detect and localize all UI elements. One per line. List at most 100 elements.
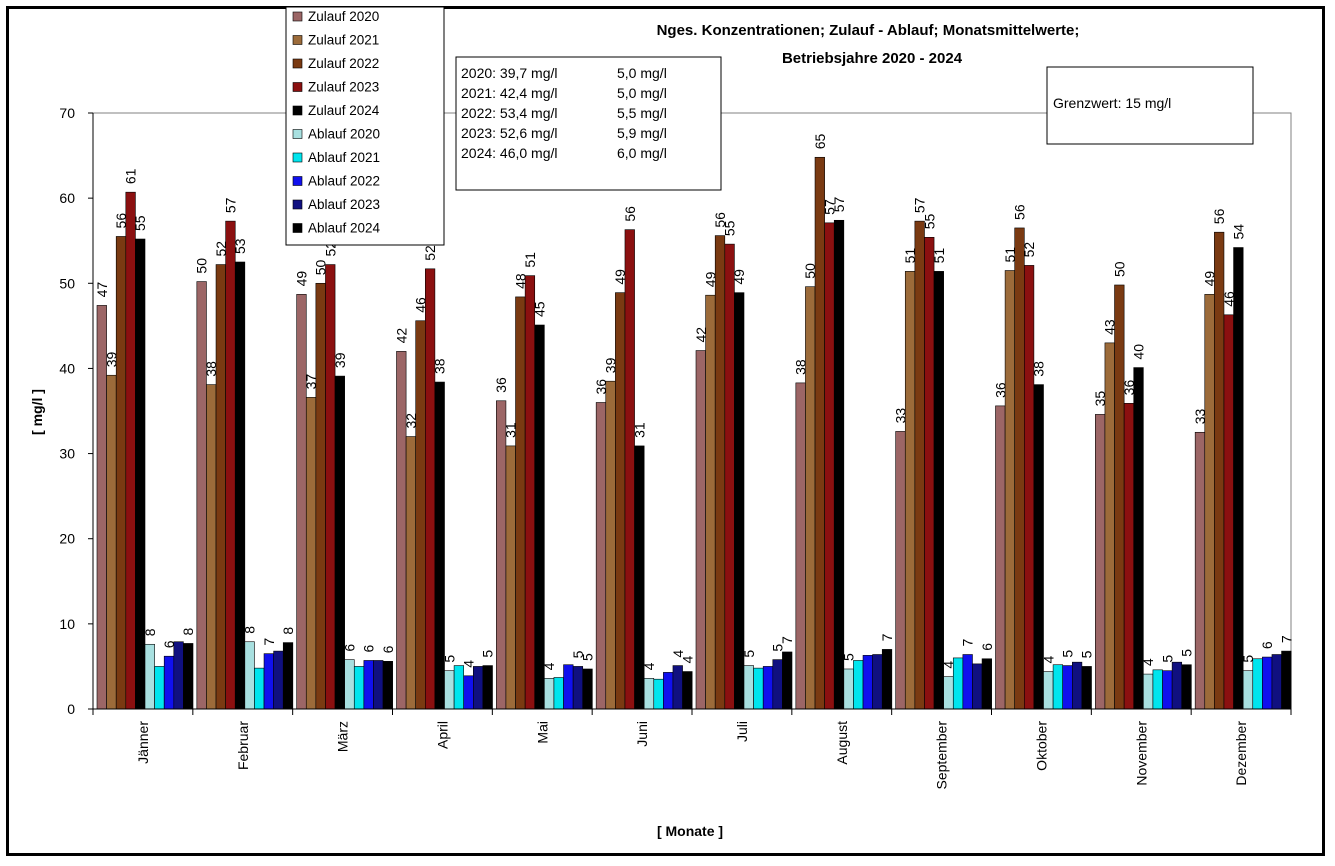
bar <box>115 236 127 710</box>
data-label: 47 <box>94 282 110 298</box>
data-label: 50 <box>313 259 329 275</box>
data-label: 5 <box>770 644 786 652</box>
data-label: 5 <box>1159 655 1175 663</box>
bar <box>1133 367 1144 710</box>
data-label: 4 <box>461 660 477 668</box>
bar <box>353 666 365 710</box>
limit-box: Grenzwert: 15 mg/l <box>1046 66 1254 145</box>
bar <box>553 677 564 710</box>
bar <box>544 678 555 710</box>
bar <box>572 666 584 710</box>
data-label: 38 <box>793 359 809 375</box>
data-label: 6 <box>1259 641 1275 649</box>
bar <box>714 235 726 710</box>
data-label: 61 <box>123 168 139 184</box>
x-tick-label: März <box>335 721 351 752</box>
bar <box>196 281 207 710</box>
data-label: 8 <box>242 626 258 634</box>
data-label: 7 <box>779 636 795 644</box>
data-label: 5 <box>580 653 596 661</box>
data-label: 4 <box>1140 658 1156 666</box>
data-label: 52 <box>213 241 229 257</box>
data-label: 52 <box>1021 242 1037 258</box>
bar <box>1271 654 1282 710</box>
data-label: 65 <box>812 133 828 149</box>
data-label: 36 <box>493 377 509 393</box>
legend-swatch <box>292 105 303 116</box>
data-label: 51 <box>902 248 918 264</box>
bar <box>482 665 493 710</box>
legend-swatch <box>292 11 303 22</box>
bar <box>833 219 845 710</box>
summary-ablauf-value: 5,0 mg/l <box>617 85 667 101</box>
data-label: 38 <box>203 361 219 377</box>
bar <box>795 382 806 710</box>
data-label: 5 <box>1240 655 1256 663</box>
data-label: 4 <box>1040 656 1056 664</box>
data-label: 4 <box>679 656 695 664</box>
x-tick-label: Juli <box>734 721 750 742</box>
bar <box>1242 670 1254 710</box>
bar <box>943 676 954 710</box>
data-label: 31 <box>631 422 647 438</box>
bar <box>743 665 754 710</box>
data-label: 31 <box>503 422 519 438</box>
chart-title-line1: Nges. Konzentrationen; Zulauf - Ablauf; … <box>657 22 1080 39</box>
data-label: 39 <box>603 357 619 373</box>
data-label: 5 <box>570 650 586 658</box>
bar <box>824 222 835 710</box>
data-label: 38 <box>432 358 448 374</box>
bar <box>1181 664 1192 710</box>
bar <box>624 229 635 710</box>
bar <box>263 653 274 710</box>
bar <box>924 237 935 710</box>
bar <box>582 668 593 710</box>
x-axis-label: [ Monate ] <box>657 823 723 839</box>
bar <box>524 275 536 710</box>
data-label: 4 <box>670 650 686 658</box>
data-label: 49 <box>731 269 747 285</box>
bar <box>1081 666 1092 710</box>
bar <box>1171 661 1183 710</box>
legend-swatch <box>292 58 303 69</box>
bar <box>244 641 255 710</box>
data-label: 5 <box>441 655 457 663</box>
data-label: 42 <box>693 327 709 343</box>
legend-label: Zulauf 2020 <box>308 9 379 24</box>
summary-zulauf-value: 2020: 39,7 mg/l <box>461 65 558 81</box>
legend-swatch <box>292 176 303 186</box>
bar <box>415 320 426 710</box>
data-label: 5 <box>841 653 857 661</box>
data-label: 46 <box>413 297 429 313</box>
data-label: 8 <box>280 627 296 635</box>
bar <box>125 191 136 710</box>
bar-group <box>96 156 1292 710</box>
bar <box>1223 314 1234 710</box>
data-label: 7 <box>960 639 976 647</box>
data-label: 37 <box>303 374 319 390</box>
bar <box>183 643 194 710</box>
data-label: 46 <box>1221 291 1237 307</box>
x-tick-label: Mai <box>534 721 550 744</box>
legend-swatch <box>292 152 303 163</box>
data-label: 5 <box>741 650 757 658</box>
bar <box>605 380 616 710</box>
y-tick-label: 0 <box>67 701 75 717</box>
bar <box>895 431 906 710</box>
bar <box>1024 265 1035 710</box>
legend-swatch <box>292 223 303 233</box>
bar <box>682 671 693 710</box>
y-tick-label: 20 <box>59 531 75 547</box>
bar <box>225 220 236 710</box>
bar <box>234 261 246 710</box>
data-label: 57 <box>222 197 238 213</box>
legend-swatch <box>292 35 303 45</box>
bar <box>1233 247 1244 710</box>
bar <box>734 292 745 710</box>
bar <box>444 670 455 710</box>
bar <box>853 660 864 710</box>
bar <box>1043 671 1054 710</box>
bar <box>135 238 146 710</box>
